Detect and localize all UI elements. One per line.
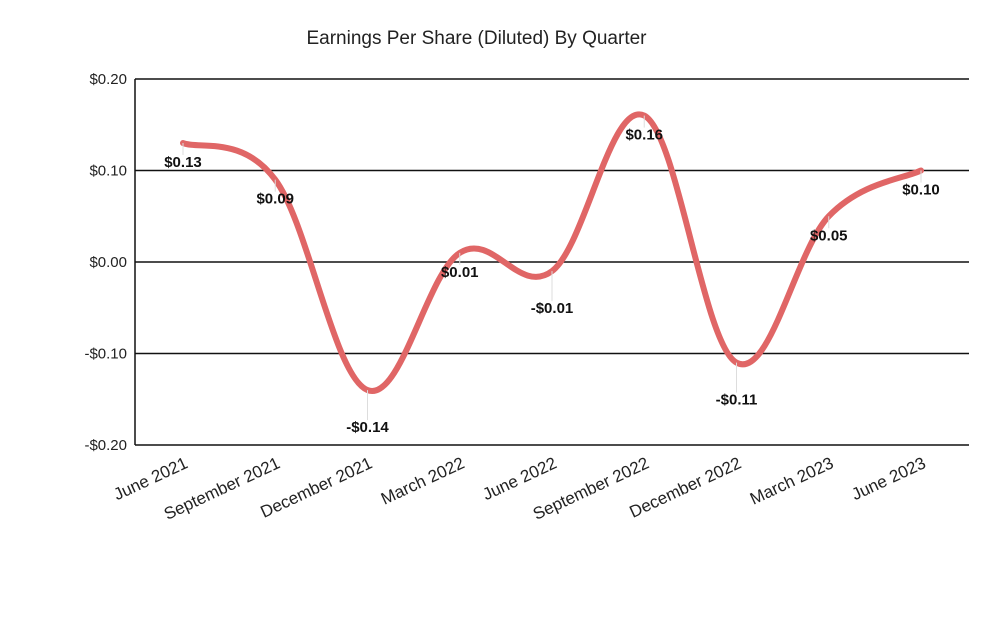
series-line: [180, 111, 924, 394]
data-labels: $0.13 $0.09 -$0.14 $0.01 -$0.01 $0.16 -$0.11 $0…: [164, 115, 940, 436]
y-tick-label: $0.10: [89, 163, 127, 180]
data-label: $0.16: [625, 127, 663, 144]
data-label: $0.01: [441, 264, 479, 281]
data-label: -$0.14: [346, 419, 389, 436]
x-tick-label: March 2022: [378, 453, 467, 508]
data-label: $0.05: [810, 227, 848, 244]
y-tick-label: $0.20: [89, 71, 127, 88]
x-tick-label: June 2022: [480, 453, 560, 504]
y-tick-label: -$0.10: [84, 346, 127, 363]
gridlines: [135, 78, 969, 446]
data-label: $0.09: [256, 191, 294, 208]
data-label: -$0.01: [531, 300, 574, 317]
data-label: -$0.11: [716, 392, 758, 409]
x-tick-label: June 2021: [111, 453, 191, 504]
chart-title: Earnings Per Share (Diluted) By Quarter: [306, 28, 647, 49]
x-tick-label: March 2023: [747, 453, 836, 508]
y-tick-label: $0.00: [89, 254, 127, 271]
series-layer: [180, 111, 924, 394]
data-label: $0.13: [164, 154, 202, 171]
data-label: $0.10: [902, 182, 940, 199]
y-tick-label: -$0.20: [84, 437, 127, 454]
x-tick-label: June 2023: [849, 453, 929, 504]
